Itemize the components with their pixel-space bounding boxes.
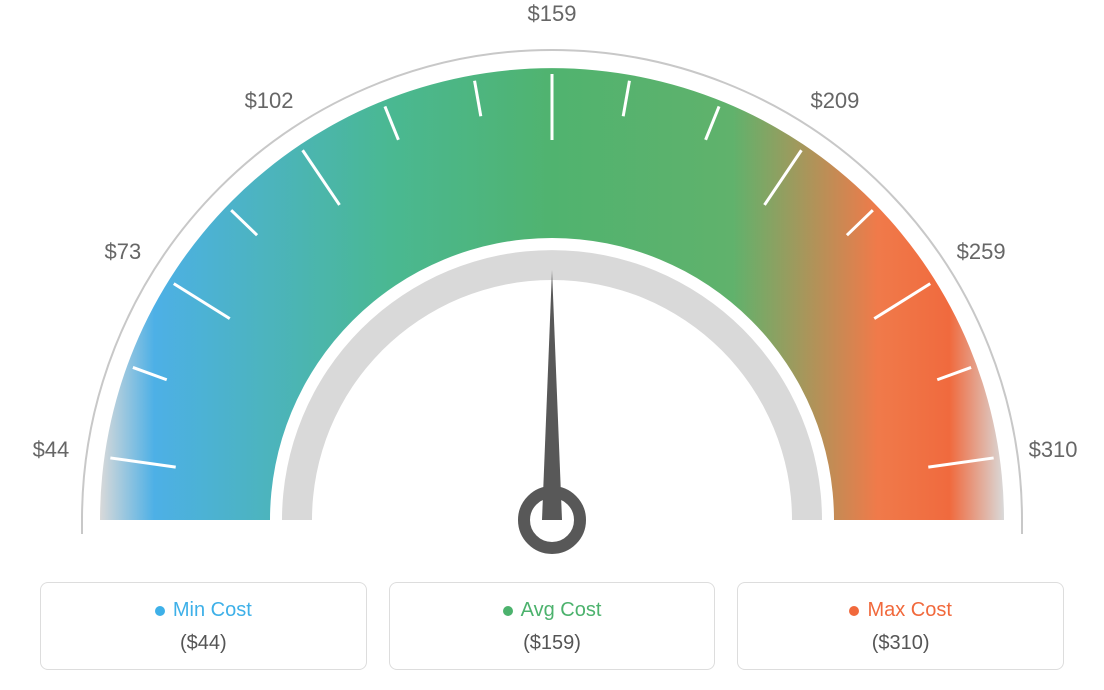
gauge-tick-label: $44 <box>33 437 70 463</box>
legend-value: ($159) <box>400 632 705 655</box>
cost-gauge-chart: $44 $73 $102 $159 $209 $259 $310 Min Cost ($44… <box>0 0 1104 690</box>
legend-title-avg: Avg Cost <box>503 599 602 622</box>
legend-card-min: Min Cost ($44) <box>40 582 367 670</box>
gauge-tick-label: $259 <box>957 239 1006 265</box>
legend-value: ($310) <box>748 632 1053 655</box>
gauge-tick-label: $209 <box>810 88 859 114</box>
gauge-svg <box>0 0 1104 560</box>
legend-title-min: Min Cost <box>155 599 252 622</box>
dot-icon <box>849 606 859 616</box>
legend-row: Min Cost ($44) Avg Cost ($159) Max Cost … <box>40 582 1064 670</box>
legend-card-avg: Avg Cost ($159) <box>389 582 716 670</box>
gauge-tick-label: $159 <box>528 1 577 27</box>
gauge-tick-label: $102 <box>245 88 294 114</box>
gauge-area: $44 $73 $102 $159 $209 $259 $310 <box>0 0 1104 560</box>
legend-card-max: Max Cost ($310) <box>737 582 1064 670</box>
legend-label: Max Cost <box>867 599 951 622</box>
dot-icon <box>503 606 513 616</box>
dot-icon <box>155 606 165 616</box>
legend-label: Min Cost <box>173 599 252 622</box>
legend-label: Avg Cost <box>521 599 602 622</box>
gauge-tick-label: $73 <box>105 239 142 265</box>
legend-title-max: Max Cost <box>849 599 951 622</box>
gauge-tick-label: $310 <box>1029 437 1078 463</box>
legend-value: ($44) <box>51 632 356 655</box>
